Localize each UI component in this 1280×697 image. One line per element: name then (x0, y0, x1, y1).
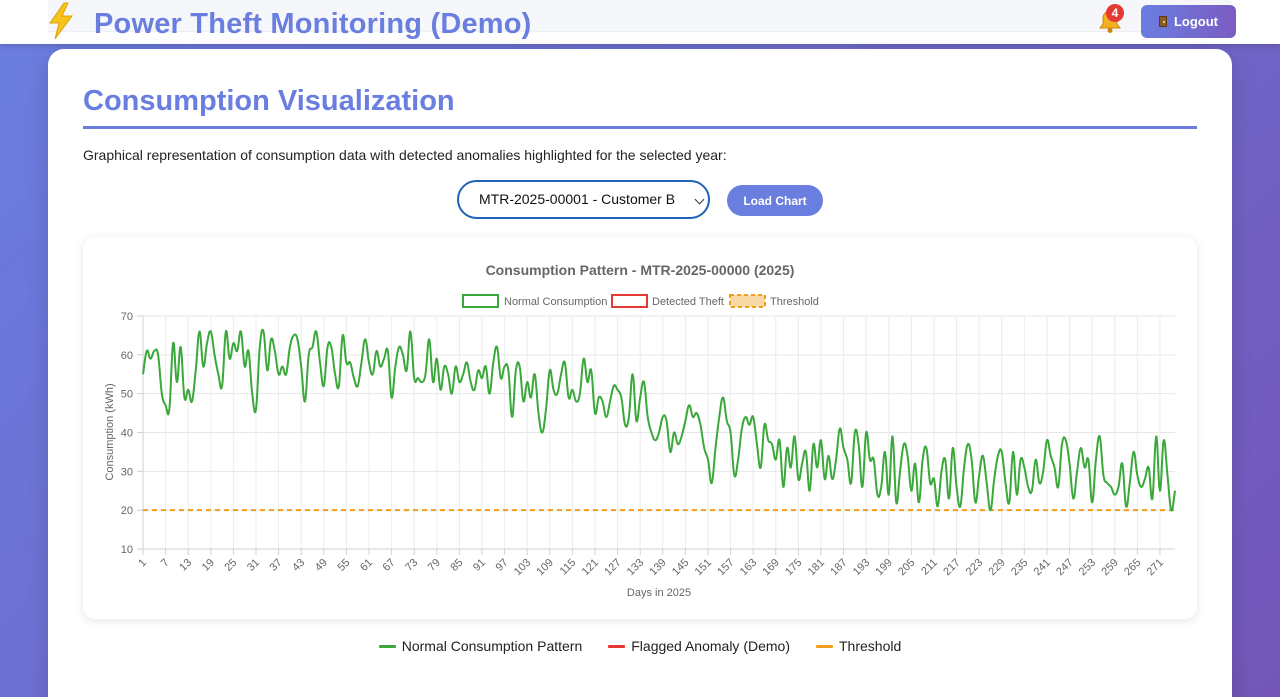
x-axis-label: Days in 2025 (627, 587, 691, 599)
x-tick-label: 103 (512, 557, 533, 578)
legend-normal-swatch[interactable] (462, 294, 499, 308)
x-tick-label: 25 (222, 557, 239, 574)
x-tick-label: 205 (896, 557, 917, 578)
x-tick-label: 109 (534, 557, 555, 578)
title-divider (83, 126, 1197, 129)
x-tick-label: 235 (1009, 557, 1030, 578)
navbar-strip (48, 0, 1232, 32)
x-tick-label: 85 (448, 557, 465, 574)
x-tick-label: 199 (873, 557, 894, 578)
bottom-legend-normal-label: Normal Consumption Pattern (401, 638, 583, 654)
x-tick-label: 133 (625, 557, 646, 578)
x-tick-label: 247 (1054, 557, 1075, 578)
app-title: Power Theft Monitoring (Demo) (94, 8, 532, 40)
y-axis-label: Consumption (kWh) (104, 383, 116, 480)
x-tick-label: 37 (268, 557, 285, 574)
y-tick-label: 40 (121, 428, 133, 440)
x-tick-label: 223 (964, 557, 985, 578)
x-tick-label: 157 (715, 557, 736, 578)
meter-select[interactable]: MTR-2025-00001 - Customer B (457, 180, 710, 219)
x-tick-label: 271 (1145, 557, 1166, 578)
x-tick-label: 49 (313, 557, 330, 574)
x-tick-label: 79 (426, 557, 443, 574)
x-tick-label: 19 (200, 557, 217, 574)
x-tick-label: 91 (471, 557, 488, 574)
normal-consumption-line (142, 328, 1176, 512)
legend-theft-swatch[interactable] (611, 294, 648, 308)
bottom-legend-anomaly: Flagged Anomaly (Demo) (608, 638, 790, 654)
legend-threshold-label[interactable]: Threshold (770, 296, 819, 308)
x-tick-label: 175 (783, 557, 804, 578)
x-tick-label: 229 (986, 557, 1007, 578)
bottom-legend-threshold: Threshold (816, 638, 901, 654)
x-tick-label: 187 (828, 557, 849, 578)
x-tick-label: 145 (670, 557, 691, 578)
door-icon (1158, 16, 1167, 27)
chart-container: Consumption Pattern - MTR-2025-00000 (20… (83, 237, 1197, 619)
x-tick-label: 259 (1099, 557, 1120, 578)
x-tick-label: 67 (381, 557, 398, 574)
x-tick-label: 169 (760, 557, 781, 578)
x-tick-label: 1 (136, 557, 149, 570)
chart-legend: Normal Consumption Detected Theft Thresh… (462, 294, 819, 308)
x-tick-label: 31 (245, 557, 262, 574)
x-tick-label: 163 (738, 557, 759, 578)
chevron-down-icon (694, 194, 705, 205)
chart-grid (137, 315, 1175, 555)
x-axis-ticks: 1 7 13 19 25 31 37 43 49 55 61 67 73 79 85 91 97 103 109 11… (136, 557, 1166, 578)
y-axis-ticks: 10 20 30 40 50 60 70 (121, 311, 133, 556)
x-tick-label: 211 (919, 557, 940, 578)
y-tick-label: 30 (121, 466, 133, 478)
x-tick-label: 121 (580, 557, 601, 578)
x-tick-label: 61 (358, 557, 375, 574)
x-tick-label: 55 (335, 557, 352, 574)
y-tick-label: 50 (121, 389, 133, 401)
legend-normal-label[interactable]: Normal Consumption (504, 296, 607, 308)
x-tick-label: 193 (851, 557, 872, 578)
bottom-legend-normal: Normal Consumption Pattern (378, 638, 583, 654)
meter-select-value: MTR-2025-00001 - Customer B (479, 191, 676, 207)
x-tick-label: 127 (602, 557, 623, 578)
x-tick-label: 73 (403, 557, 420, 574)
x-tick-label: 253 (1077, 557, 1098, 578)
logout-label: Logout (1173, 14, 1219, 29)
x-tick-label: 241 (1032, 557, 1053, 578)
page-description: Graphical representation of consumption … (83, 147, 727, 163)
x-tick-label: 151 (693, 557, 714, 578)
bottom-legend-anomaly-label: Flagged Anomaly (Demo) (631, 638, 790, 654)
x-tick-label: 115 (558, 557, 579, 578)
y-tick-label: 70 (121, 311, 133, 323)
consumption-chart: Consumption Pattern - MTR-2025-00000 (20… (104, 262, 1176, 599)
load-chart-button[interactable]: Load Chart (727, 185, 823, 216)
logout-button[interactable]: Logout (1141, 5, 1236, 38)
x-tick-label: 217 (941, 557, 962, 578)
notification-badge: 4 (1106, 4, 1124, 22)
x-tick-label: 97 (494, 557, 511, 574)
x-tick-label: 43 (290, 557, 307, 574)
y-tick-label: 10 (121, 544, 133, 556)
legend-threshold-swatch[interactable] (729, 294, 766, 308)
main-card: Consumption Visualization Graphical repr… (48, 49, 1232, 697)
x-tick-label: 13 (177, 557, 194, 574)
orange-line-icon (816, 644, 833, 648)
lightning-bolt-icon (49, 2, 73, 40)
legend-theft-label[interactable]: Detected Theft (652, 296, 724, 308)
chart-title: Consumption Pattern - MTR-2025-00000 (20… (486, 262, 795, 278)
y-tick-label: 20 (121, 505, 133, 517)
bottom-legend-threshold-label: Threshold (839, 638, 902, 654)
red-line-icon (608, 644, 626, 648)
x-tick-label: 265 (1122, 557, 1143, 578)
x-tick-label: 7 (159, 557, 172, 570)
bottom-legend: Normal Consumption Pattern Flagged Anoma… (48, 635, 1232, 657)
green-line-icon (378, 644, 396, 648)
y-tick-label: 60 (121, 350, 133, 362)
series-layer (142, 328, 1176, 512)
x-tick-label: 139 (647, 557, 668, 578)
page-title: Consumption Visualization (83, 85, 455, 117)
x-tick-label: 181 (806, 557, 827, 578)
top-navbar: Power Theft Monitoring (Demo) 4 Logout (0, 0, 1280, 44)
